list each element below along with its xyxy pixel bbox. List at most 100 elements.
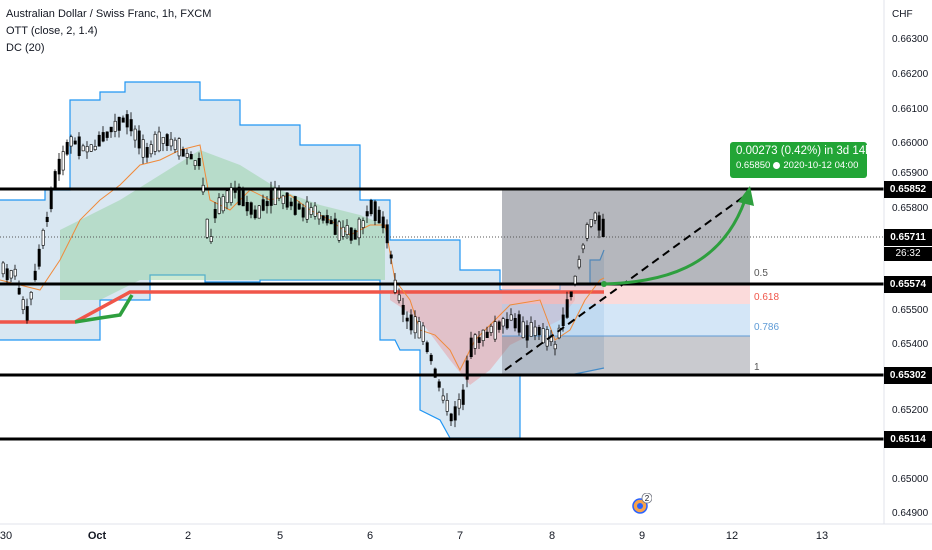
time-axis-label: 2 xyxy=(184,530,192,542)
candle-body xyxy=(533,326,537,336)
candle-body xyxy=(373,201,377,221)
candle-body xyxy=(25,306,29,321)
candle-body xyxy=(101,132,105,142)
chart-legend: Australian Dollar / Swiss Franc, 1h, FXC… xyxy=(6,6,211,57)
candle-body xyxy=(369,200,373,215)
candle-body xyxy=(493,321,497,340)
candle-body xyxy=(321,215,325,221)
candle-body xyxy=(113,120,117,132)
candle-body xyxy=(277,189,281,199)
candle-body xyxy=(297,203,301,210)
candle-body xyxy=(125,114,129,128)
legend-ott-indicator[interactable]: OTT (close, 2, 1.4) xyxy=(6,25,98,37)
candle-body xyxy=(401,304,405,315)
candle-body xyxy=(465,360,469,380)
fib-zone-1 xyxy=(502,336,750,376)
candle-body xyxy=(133,128,137,141)
measure-price: 0.65850 xyxy=(736,160,771,171)
candle-body xyxy=(149,144,153,155)
price-tag-r1: 0.65852 xyxy=(884,181,932,198)
candle-body xyxy=(593,212,597,221)
candle-body xyxy=(225,190,229,203)
candle-body xyxy=(137,130,141,149)
candle-body xyxy=(201,184,205,193)
candle-body xyxy=(61,151,65,171)
candle-body xyxy=(269,188,273,206)
price-axis-label: 0.66200 xyxy=(892,69,929,80)
measure-info-box[interactable]: 0.00273 (0.42%) in 3d 14h 0.65850 2020-10… xyxy=(730,142,872,178)
candle-body xyxy=(157,131,161,152)
candle-body xyxy=(65,142,69,155)
candle-body xyxy=(93,146,97,150)
candle-body xyxy=(329,220,333,225)
candle-body xyxy=(381,216,385,229)
candle-body xyxy=(69,136,73,147)
candle-body xyxy=(353,229,357,240)
candle-body xyxy=(305,201,309,220)
candle-body xyxy=(357,218,361,239)
event-count-bubble xyxy=(641,493,652,504)
candle-body xyxy=(389,254,393,259)
candle-body xyxy=(337,221,341,241)
candle-body xyxy=(37,248,41,267)
time-axis-label: 7 xyxy=(456,530,464,542)
candle-body xyxy=(569,291,573,298)
candle-body xyxy=(577,259,581,268)
candle-body xyxy=(217,197,221,214)
price-axis-label: 0.65400 xyxy=(892,339,929,350)
candle-body xyxy=(513,317,517,329)
price-axis-label: 0.64900 xyxy=(892,508,929,519)
projection-green-arrow xyxy=(603,199,747,286)
candle-body xyxy=(237,186,241,206)
price-axis-label: 0.65500 xyxy=(892,305,929,316)
candle-body xyxy=(557,327,561,339)
candle-body xyxy=(45,216,49,222)
candle-body xyxy=(365,211,369,217)
candle-body xyxy=(141,139,145,158)
candle-body xyxy=(461,389,465,405)
fib-label-05: 0.5 xyxy=(754,268,768,279)
legend-dc-indicator[interactable]: DC (20) xyxy=(6,42,45,54)
candle-body xyxy=(145,147,149,158)
candle-body xyxy=(5,268,9,281)
fib-label-0618: 0.618 xyxy=(754,292,780,303)
bar-countdown: 26:32 xyxy=(884,247,932,261)
time-axis-label: 6 xyxy=(366,530,374,542)
candle-body xyxy=(285,192,289,208)
candle-body xyxy=(193,160,197,166)
candle-body xyxy=(121,117,125,123)
event-count: 2 xyxy=(645,494,650,503)
candle-body xyxy=(17,287,21,295)
candle-body xyxy=(393,279,397,293)
time-axis-label: 8 xyxy=(548,530,556,542)
legend-symbol[interactable]: Australian Dollar / Swiss Franc, 1h, FXC… xyxy=(6,8,212,20)
price-axis-label: 0.66100 xyxy=(892,104,929,115)
fib-label-1: 1 xyxy=(754,362,760,373)
candle-body xyxy=(433,368,437,378)
candle-body xyxy=(245,201,249,212)
candle-body xyxy=(129,119,133,132)
event-icon-core xyxy=(637,503,643,509)
candle-body xyxy=(437,381,441,388)
candle-body xyxy=(473,334,477,349)
candle-body xyxy=(481,329,485,341)
candle-body xyxy=(21,299,25,310)
measure-change: 0.00273 (0.42%) in 3d 14h xyxy=(736,145,872,157)
candle-body xyxy=(385,224,389,244)
candle-body xyxy=(221,196,225,212)
candle-body xyxy=(333,218,337,235)
candle-body xyxy=(53,171,57,189)
candle-body xyxy=(585,224,589,239)
event-badge[interactable]: 2 xyxy=(630,493,652,515)
candle-body xyxy=(497,321,501,330)
candle-body xyxy=(325,215,329,224)
candle-body xyxy=(81,145,85,152)
candle-body xyxy=(561,314,565,327)
candle-body xyxy=(265,201,269,207)
candle-body xyxy=(117,116,121,131)
price-axis-label: 0.65000 xyxy=(892,474,929,485)
measure-detail: 0.65850 2020-10-12 04:00 xyxy=(730,157,867,171)
time-axis-label: 13 xyxy=(815,530,829,542)
